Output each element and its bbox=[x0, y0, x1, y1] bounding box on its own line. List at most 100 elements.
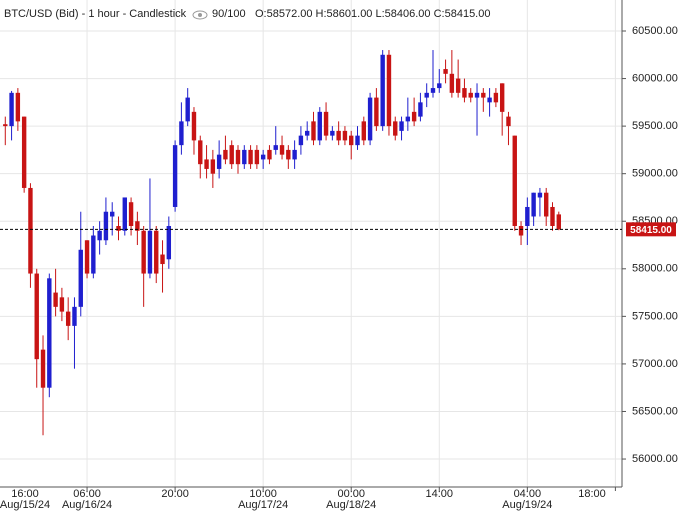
x-tick-date: Aug/18/24 bbox=[326, 499, 376, 511]
candle-body bbox=[449, 73, 455, 93]
candle-body bbox=[210, 159, 216, 174]
candle-body bbox=[122, 197, 127, 231]
candle-body bbox=[91, 235, 96, 274]
candle-body bbox=[304, 130, 310, 136]
candle-body bbox=[267, 149, 272, 160]
y-tick-label: 59500.00 bbox=[632, 120, 678, 132]
candle-body bbox=[525, 206, 530, 226]
x-tick-label: 06:00 bbox=[73, 488, 101, 500]
candle-body bbox=[166, 225, 172, 260]
candle-body bbox=[506, 116, 511, 127]
candle-body bbox=[15, 92, 21, 122]
candle-body bbox=[273, 145, 278, 150]
candle-body bbox=[411, 111, 417, 122]
candle-body bbox=[455, 78, 461, 93]
candle-body bbox=[493, 92, 499, 103]
candle-body bbox=[531, 192, 536, 217]
candle-body bbox=[544, 192, 549, 217]
last-price-box bbox=[626, 222, 676, 237]
grid bbox=[0, 0, 622, 487]
candle-body bbox=[47, 278, 52, 388]
x-tick-date: Aug/15/24 bbox=[0, 499, 50, 511]
candle-body bbox=[53, 292, 58, 307]
candle-body bbox=[141, 230, 146, 274]
candle-body bbox=[474, 92, 480, 98]
candle-body bbox=[172, 145, 178, 207]
candle-body bbox=[361, 121, 367, 141]
candle-body bbox=[59, 297, 65, 312]
y-tick-label: 58000.00 bbox=[632, 263, 678, 275]
candle-body bbox=[342, 130, 348, 141]
candle-body bbox=[160, 254, 165, 265]
candle-body bbox=[437, 83, 442, 89]
candle-body bbox=[487, 97, 492, 103]
candle-body bbox=[349, 135, 354, 146]
candle-body bbox=[556, 214, 561, 230]
candle-body bbox=[537, 192, 543, 198]
candle-body bbox=[298, 135, 304, 146]
y-tick-label: 57500.00 bbox=[632, 310, 678, 322]
candle-body bbox=[28, 187, 33, 274]
candle-body bbox=[355, 135, 360, 146]
x-tick-label: 10:00 bbox=[249, 488, 277, 500]
candle-body bbox=[386, 54, 392, 127]
x-tick-label: 16:00 bbox=[11, 488, 39, 500]
x-tick-date: Aug/19/24 bbox=[502, 499, 552, 511]
candle-body bbox=[128, 202, 134, 226]
candle-body bbox=[154, 230, 159, 274]
candle-body bbox=[499, 83, 505, 112]
candle-body bbox=[380, 54, 385, 127]
candle-body bbox=[116, 225, 121, 231]
x-tick-label: 04:00 bbox=[514, 488, 542, 500]
candle-body bbox=[481, 92, 486, 98]
x-tick-date: Aug/17/24 bbox=[238, 499, 288, 511]
candle-body bbox=[336, 130, 341, 141]
candles bbox=[3, 50, 561, 436]
candle-body bbox=[405, 116, 411, 122]
candle-body bbox=[393, 121, 398, 136]
candle-body bbox=[185, 97, 190, 122]
candle-body bbox=[72, 306, 77, 326]
candle-body bbox=[110, 211, 115, 217]
candle-body bbox=[216, 154, 222, 169]
candle-body bbox=[103, 211, 109, 241]
y-tick-label: 56000.00 bbox=[632, 453, 678, 465]
candle-body bbox=[374, 97, 379, 127]
candle-body bbox=[323, 111, 329, 136]
candle-body bbox=[235, 149, 241, 165]
candle-body bbox=[179, 121, 184, 146]
candle-body bbox=[430, 88, 436, 93]
candle-body bbox=[204, 159, 209, 169]
candle-body bbox=[260, 154, 266, 160]
candle-body bbox=[40, 349, 46, 388]
x-tick-label: 20:00 bbox=[161, 488, 189, 500]
last-price-label: 58415.00 bbox=[630, 225, 672, 236]
eye-icon bbox=[192, 10, 208, 20]
candle-body bbox=[34, 273, 39, 360]
candle-body bbox=[191, 111, 197, 141]
candle-body bbox=[135, 221, 140, 231]
candle-body bbox=[317, 111, 322, 141]
candle-body bbox=[97, 230, 102, 241]
candle-body bbox=[418, 102, 423, 117]
candle-body bbox=[311, 121, 316, 141]
counter: 90/100 bbox=[212, 8, 246, 20]
x-tick-date: Aug/16/24 bbox=[62, 499, 112, 511]
candle-body bbox=[367, 97, 373, 141]
candle-body bbox=[279, 145, 285, 155]
candle-body bbox=[424, 92, 429, 98]
candle-body bbox=[3, 124, 8, 127]
candle-body bbox=[399, 121, 404, 131]
candle-body bbox=[248, 149, 253, 165]
candle-body bbox=[330, 130, 335, 136]
candle-body bbox=[78, 249, 83, 307]
candle-body bbox=[65, 311, 71, 326]
candle-body bbox=[462, 88, 467, 98]
candle-body bbox=[512, 135, 517, 226]
candle-body bbox=[550, 206, 555, 226]
candle-body bbox=[229, 145, 234, 165]
y-tick-label: 57000.00 bbox=[632, 358, 678, 370]
candle-body bbox=[292, 149, 297, 160]
